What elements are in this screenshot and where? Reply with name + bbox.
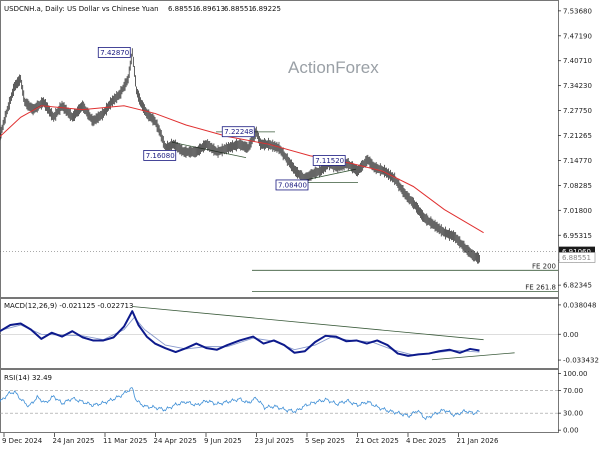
prev-price-label: 6.88551 (562, 254, 591, 262)
main-y-tick-label: 6.95315 (563, 232, 592, 240)
x-tick-label: 21 Oct 2025 (356, 437, 399, 445)
macd-y-tick-label: -0.033432 (563, 357, 599, 365)
main-y-tick-label: 7.40710 (563, 57, 592, 65)
price-annotation-box (312, 155, 346, 166)
macd-panel-marks (0, 306, 558, 361)
x-tick-label: 23 Jul 2025 (255, 437, 295, 445)
main-y-tick-label: 7.34230 (563, 82, 592, 90)
rsi-y-tick-label: 100.00 (563, 370, 588, 378)
ohlc-high: 6.89613 (196, 5, 225, 13)
main-y-tick-label: 7.21265 (563, 132, 592, 140)
rsi-y-tick-label: 0.00 (563, 427, 579, 435)
main-y-tick-label: 7.53680 (563, 7, 592, 15)
x-tick-label: 24 Jan 2025 (53, 437, 95, 445)
main-y-tick-label: 7.47190 (563, 32, 592, 40)
x-axis: 9 Dec 2024 24 Jan 2025 11 Mar 2025 24 Apr 2… (2, 433, 499, 445)
main-y-tick-label: 7.08285 (563, 182, 592, 190)
ohlc-open: 6.88551 (168, 5, 197, 13)
price-annotation-box (275, 179, 309, 191)
price-annotation-box (143, 150, 177, 161)
current-price-label: 6.91060 (562, 248, 591, 256)
x-tick-label: 11 Mar 2025 (103, 437, 147, 445)
symbol-label: USDCNH.a, Daily: US Dollar vs Chinese Yu… (4, 5, 159, 13)
rsi-y-tick-label: 30.00 (563, 410, 583, 418)
x-tick-label: 24 Apr 2025 (154, 437, 197, 445)
price-annotation-label: 7.22248 (224, 128, 253, 136)
x-tick-label: 9 Jun 2025 (204, 437, 242, 445)
main-y-tick-label: 6.82345 (563, 282, 592, 290)
x-tick-label: 21 Jan 2026 (457, 437, 500, 445)
macd-trendline (132, 306, 484, 341)
main-y-tick-label: 7.14770 (563, 157, 592, 165)
current-price-box (559, 246, 595, 257)
macd-line (0, 310, 480, 357)
ohlc-close: 6.89225 (252, 5, 281, 13)
fib-level-label: FE 261.8 (525, 283, 556, 291)
ohlc-low: 6.88551 (224, 5, 253, 13)
price-annotation-label: 7.16080 (146, 152, 175, 160)
macd-panel-frame (0, 298, 559, 369)
fib-level-label: FE 200 (532, 262, 556, 270)
price-annotation-label: 7.42870 (100, 49, 129, 57)
main-y-tick-label: 7.27750 (563, 107, 592, 115)
rsi-panel-marks (0, 387, 558, 421)
watermark-text: ActionForex (288, 58, 379, 77)
x-tick-label: 9 Dec 2024 (2, 437, 43, 445)
x-tick-label: 5 Sep 2025 (305, 437, 345, 445)
rsi-header: RSI(14) 32.49 (4, 374, 52, 382)
macd-trendline (431, 352, 515, 361)
triangle-line-lower (299, 168, 357, 182)
panel-frames (0, 0, 559, 433)
price-annotation-label: 7.11520 (315, 157, 344, 165)
x-tick-label: 4 Dec 2025 (406, 437, 446, 445)
price-annotation-box (221, 126, 255, 138)
main-panel-marks: FE 200 FE 261.8 7.42870 7.22248 7.16080 7.115… (0, 47, 596, 292)
price-annotation-label: 7.08400 (278, 181, 307, 189)
main-y-tick-label: 7.01800 (563, 207, 592, 215)
rsi-y-tick-label: 70.00 (563, 387, 583, 395)
main-panel-frame (0, 0, 559, 298)
prev-price-box (558, 252, 596, 263)
price-annotation-box (97, 47, 131, 58)
macd-y-tick-label: 0.00 (563, 331, 579, 339)
macd-y-tick-label: 0.038048 (563, 301, 596, 309)
rsi-line (0, 387, 480, 421)
macd-header: MACD(12,26,9) -0.021125 -0.022713 (4, 302, 133, 310)
